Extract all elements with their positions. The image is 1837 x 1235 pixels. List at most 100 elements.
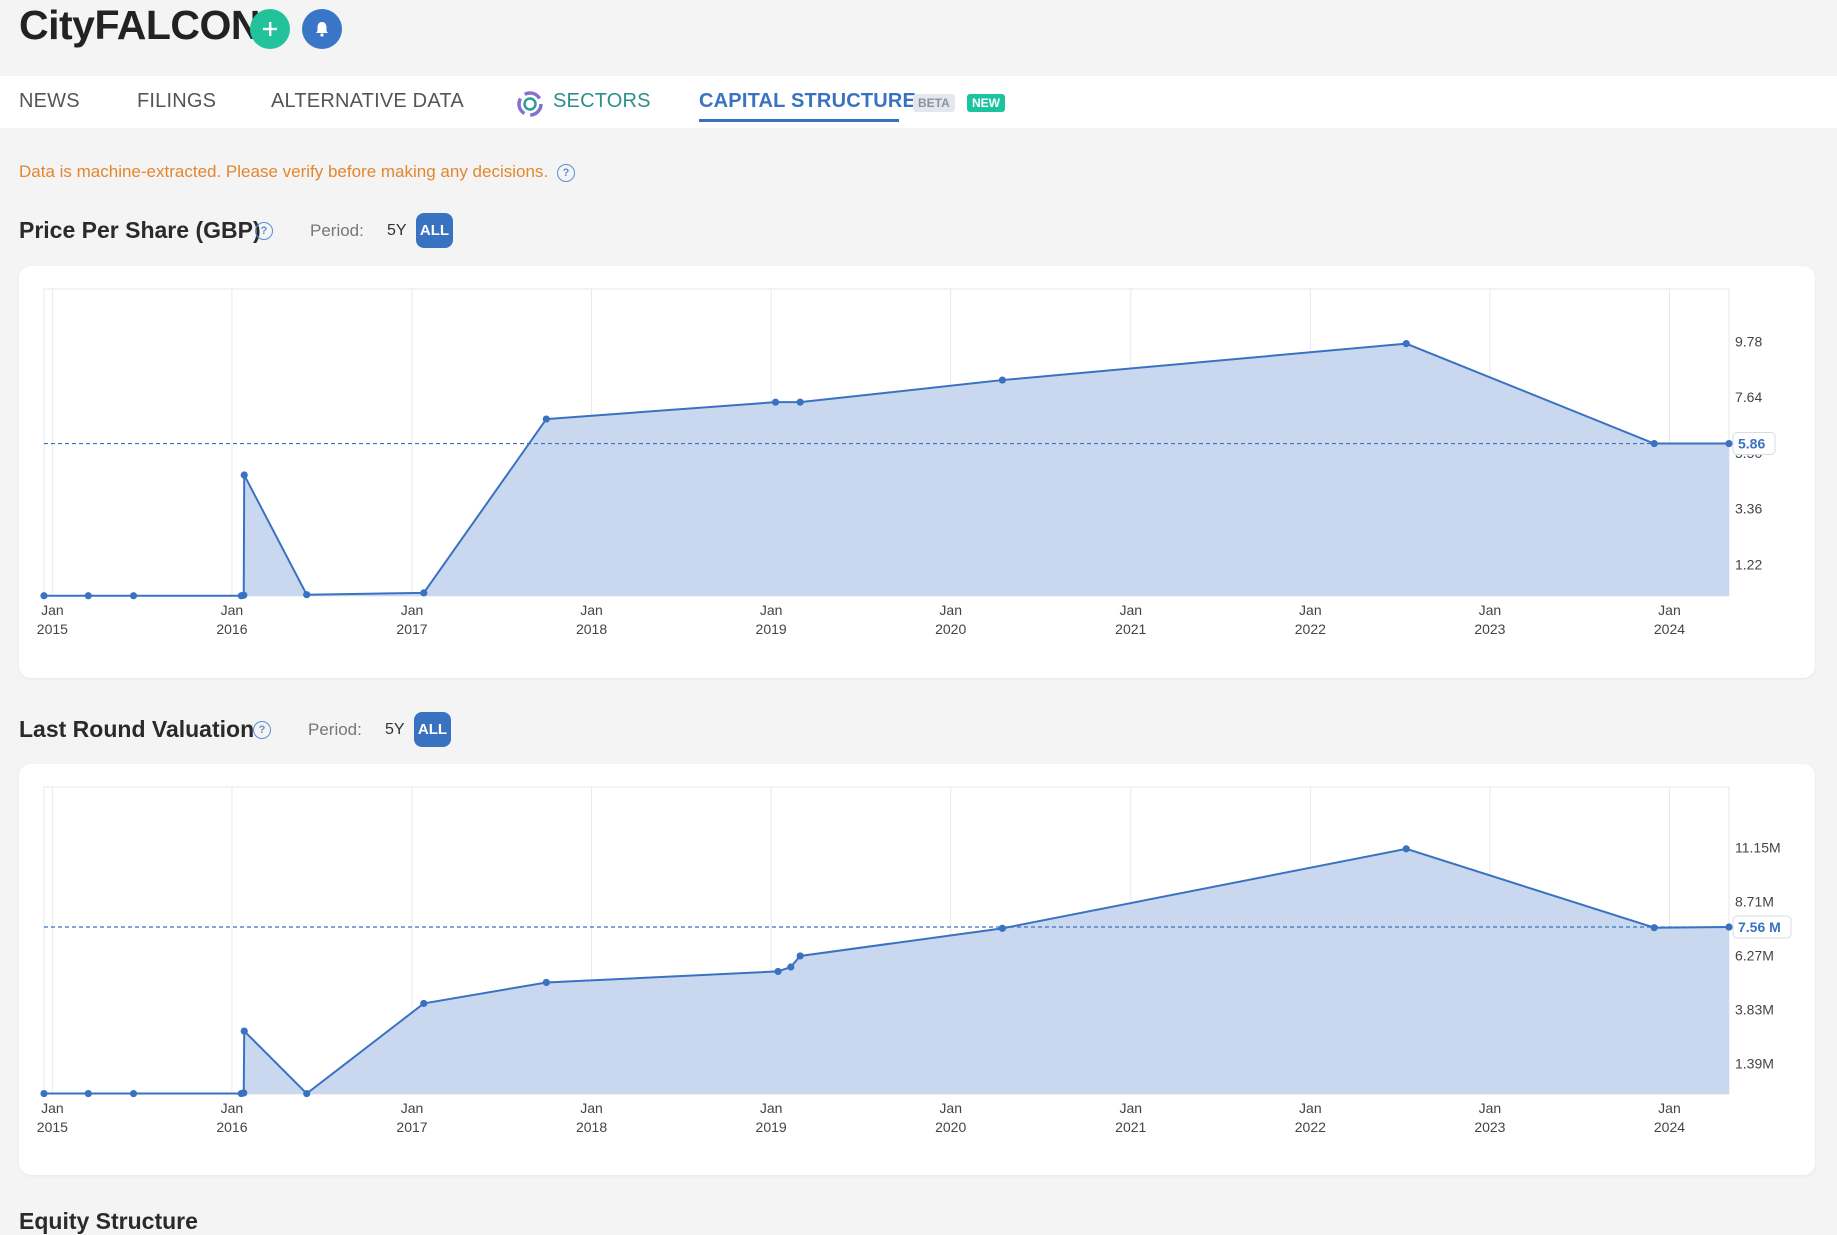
- series-line: [44, 847, 1730, 1095]
- x-tick-year-label: 2021: [1115, 621, 1146, 637]
- y-tick-label: 3.83M: [1735, 1001, 1774, 1017]
- last-round-valuation-card: Jan 2015 Jan 2016 Jan 2017 Jan 2018 Jan 2019 Jan 20…: [19, 764, 1815, 1175]
- company-name: CityFALCON: [19, 2, 261, 48]
- active-tab-indicator: [699, 119, 899, 122]
- data-point: [771, 398, 780, 406]
- y-tick-label: 1.22: [1735, 556, 1762, 572]
- period-label: Period:: [308, 720, 362, 739]
- data-point: [787, 963, 795, 971]
- period-5y-button[interactable]: 5Y: [387, 222, 407, 239]
- sectors-ring-icon[interactable]: [515, 89, 545, 119]
- x-tick-year-label: 2021: [1115, 1119, 1146, 1135]
- x-tick-year-label: 2022: [1295, 1119, 1326, 1135]
- data-point: [84, 1089, 92, 1098]
- x-tick-year-label: 2015: [37, 1119, 68, 1135]
- data-point: [84, 592, 92, 600]
- data-point: [774, 967, 782, 976]
- data-point: [240, 591, 248, 599]
- notice-help-icon[interactable]: ?: [557, 164, 575, 182]
- tab-alternative-data[interactable]: ALTERNATIVE DATA: [271, 90, 464, 112]
- y-tick-label: 6.27M: [1735, 948, 1774, 964]
- data-point: [129, 1089, 138, 1098]
- x-tick-year-label: 2024: [1654, 621, 1685, 637]
- area-fill: [44, 848, 1729, 1094]
- x-tick-month-label: Jan: [939, 1100, 962, 1116]
- y-tick-label: 11.15M: [1735, 840, 1781, 856]
- x-tick-month-label: Jan: [41, 1100, 64, 1116]
- tab-news[interactable]: NEWS: [19, 90, 80, 112]
- bell-icon: [316, 22, 328, 37]
- period-label: Period:: [310, 221, 364, 240]
- price-help-icon[interactable]: ?: [255, 222, 273, 240]
- current-value-label: 7.56 M: [1738, 919, 1781, 935]
- add-button[interactable]: [250, 9, 290, 49]
- x-tick-month-label: Jan: [1479, 1100, 1502, 1116]
- data-point: [1402, 340, 1410, 348]
- data-point: [40, 592, 48, 600]
- data-point: [40, 1089, 48, 1098]
- x-tick-month-label: Jan: [1119, 1100, 1142, 1116]
- x-tick-year-label: 2015: [37, 621, 68, 637]
- y-tick-label: 1.39M: [1735, 1055, 1774, 1071]
- x-tick-month-label: Jan: [41, 602, 64, 618]
- x-tick-month-label: Jan: [939, 602, 962, 618]
- data-point: [420, 589, 428, 597]
- x-tick-year-label: 2019: [756, 1119, 787, 1135]
- data-point: [1725, 923, 1733, 931]
- y-tick-label: 9.78: [1735, 334, 1762, 350]
- current-value-label: 5.86: [1738, 436, 1765, 452]
- data-point: [420, 999, 428, 1008]
- x-tick-month-label: Jan: [760, 1100, 783, 1116]
- x-tick-month-label: Jan: [1658, 602, 1681, 618]
- machine-extracted-notice: Data is machine-extracted. Please verify…: [19, 162, 549, 181]
- section-tabs: NEWS FILINGS ALTERNATIVE DATA SECTORS CA…: [0, 76, 1837, 128]
- x-tick-year-label: 2017: [396, 621, 427, 637]
- data-point: [303, 1089, 311, 1098]
- last-round-valuation-chart: Jan 2015 Jan 2016 Jan 2017 Jan 2018 Jan 2019 Jan 20…: [37, 786, 1792, 1135]
- data-point: [1650, 439, 1658, 448]
- x-tick-month-label: Jan: [760, 602, 783, 618]
- x-tick-year-label: 2016: [216, 621, 247, 637]
- x-tick-year-label: 2023: [1474, 621, 1505, 637]
- x-tick-year-label: 2023: [1474, 1119, 1505, 1135]
- data-point: [1725, 439, 1733, 448]
- x-tick-month-label: Jan: [1119, 602, 1142, 618]
- x-tick-month-label: Jan: [401, 1100, 424, 1116]
- last-round-valuation-title: Last Round Valuation: [19, 716, 255, 742]
- period-5y-button[interactable]: 5Y: [385, 721, 405, 738]
- data-point: [998, 376, 1006, 384]
- area-fill: [44, 343, 1729, 596]
- data-point: [240, 1027, 248, 1035]
- equity-structure-title: Equity Structure: [19, 1208, 198, 1234]
- y-tick-label: 7.64: [1735, 389, 1762, 405]
- data-point: [303, 591, 311, 599]
- x-tick-month-label: Jan: [1299, 602, 1322, 618]
- x-tick-year-label: 2017: [396, 1119, 427, 1135]
- alerts-button[interactable]: [302, 9, 342, 49]
- current-value-badge: [1732, 432, 1776, 456]
- x-tick-year-label: 2024: [1654, 1119, 1685, 1135]
- data-point: [542, 415, 550, 423]
- x-tick-month-label: Jan: [580, 1100, 603, 1116]
- x-tick-year-label: 2018: [576, 621, 607, 637]
- x-tick-month-label: Jan: [221, 1100, 244, 1116]
- x-tick-month-label: Jan: [221, 602, 244, 618]
- valuation-help-icon[interactable]: ?: [253, 721, 271, 739]
- tab-filings[interactable]: FILINGS: [137, 90, 217, 112]
- period-all-button[interactable]: ALL: [414, 712, 451, 747]
- beta-badge: BETA: [913, 94, 955, 112]
- tab-capital-structure[interactable]: CAPITAL STRUCTURE: [699, 90, 917, 112]
- y-tick-label: 8.71M: [1735, 894, 1774, 910]
- data-point: [796, 398, 804, 406]
- tab-sectors[interactable]: SECTORS: [553, 90, 651, 112]
- price-per-share-title: Price Per Share (GBP): [19, 217, 261, 243]
- x-tick-month-label: Jan: [580, 602, 603, 618]
- data-point: [240, 471, 248, 479]
- x-tick-month-label: Jan: [1299, 1100, 1322, 1116]
- data-point: [1650, 924, 1658, 932]
- y-tick-label: 3.36: [1735, 501, 1762, 517]
- new-badge: NEW: [967, 94, 1005, 112]
- x-tick-month-label: Jan: [1479, 602, 1502, 618]
- period-all-button[interactable]: ALL: [416, 213, 453, 248]
- data-point: [998, 924, 1006, 932]
